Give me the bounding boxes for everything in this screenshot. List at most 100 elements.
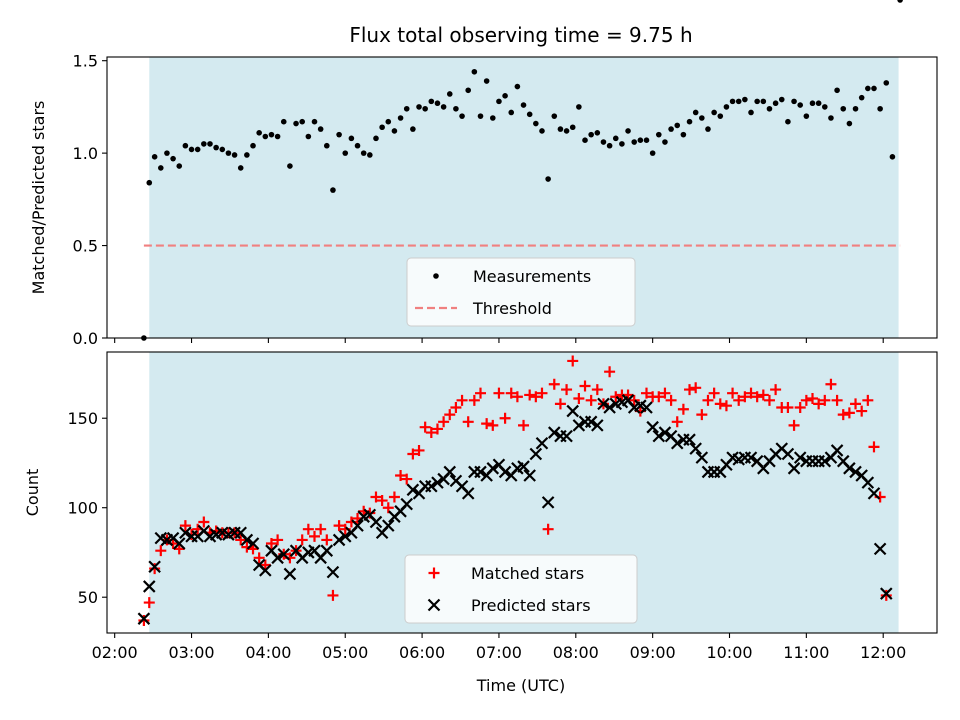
legend: Matched stars Predicted stars [404, 554, 638, 624]
data-point [563, 128, 570, 134]
data-point [493, 387, 505, 399]
data-point [235, 534, 247, 546]
data-point [201, 141, 207, 147]
data-point [379, 124, 385, 131]
data-point [332, 533, 346, 547]
data-point [188, 146, 195, 153]
data-point [410, 126, 416, 132]
data-point [591, 384, 603, 396]
data-point [481, 418, 493, 430]
data-point [413, 444, 425, 456]
data-point [597, 397, 610, 411]
data-point [677, 403, 689, 415]
data-point [659, 387, 671, 399]
data-point [748, 109, 754, 116]
data-point [692, 109, 699, 116]
data-point [873, 542, 887, 556]
data-point [523, 469, 536, 482]
data-point [735, 98, 742, 105]
y-tick-label: 150 [67, 409, 98, 428]
data-point [834, 87, 840, 94]
y-axis-label: Count [23, 469, 42, 517]
data-point [231, 152, 238, 158]
data-point [502, 93, 508, 99]
data-point [327, 589, 339, 601]
data-point [456, 394, 468, 406]
data-point [287, 163, 293, 169]
x-tick-label: 07:00 [476, 643, 522, 662]
data-point [588, 131, 594, 138]
legend-label: Matched stars [471, 564, 584, 583]
data-point [862, 394, 874, 406]
data-point [757, 389, 769, 401]
data-point [259, 559, 271, 571]
data-point [662, 139, 668, 145]
data-point [883, 80, 890, 86]
data-point [487, 419, 499, 431]
series-predicted-stars [138, 395, 893, 625]
data-point [395, 469, 407, 481]
data-point [354, 142, 361, 149]
data-point [868, 441, 880, 453]
data-point [867, 487, 881, 500]
data-point [428, 98, 435, 105]
data-point [370, 491, 382, 503]
data-point [754, 98, 760, 105]
data-point [831, 394, 843, 406]
data-point [818, 454, 832, 468]
data-point [585, 394, 597, 406]
data-point [272, 534, 284, 546]
data-point [336, 131, 342, 138]
data-point [400, 497, 413, 511]
data-point [146, 179, 153, 186]
panel-2: 50 100 150 02:00 03:00 04:00 05:00 06:00 07:00 08… [23, 352, 938, 662]
data-point [708, 387, 720, 399]
data-point [142, 580, 156, 593]
data-point [830, 444, 844, 457]
data-point [684, 384, 696, 396]
data-point [462, 416, 474, 428]
data-point [172, 537, 186, 550]
data-point [483, 78, 490, 84]
data-point [809, 100, 816, 107]
data-point [382, 519, 395, 532]
data-point [807, 393, 818, 405]
data-point [760, 98, 767, 105]
x-tick-label: 06:00 [399, 643, 445, 662]
data-point [511, 391, 523, 403]
data-point [843, 407, 855, 419]
data-point [536, 387, 548, 399]
x-tick-label: 12:00 [860, 643, 906, 662]
data-point [247, 543, 259, 555]
data-point [763, 394, 775, 406]
data-point [194, 146, 201, 153]
data-point [849, 465, 862, 479]
data-point [489, 115, 496, 121]
x-tick-label: 02:00 [92, 643, 138, 662]
data-point [315, 523, 327, 535]
data-point [407, 448, 419, 460]
data-point [271, 551, 284, 565]
data-point [604, 366, 616, 378]
data-point [800, 394, 812, 406]
data-point [465, 87, 472, 94]
data-point [422, 105, 428, 112]
data-point [461, 487, 475, 500]
data-point [280, 118, 287, 125]
data-point [138, 614, 150, 626]
x-tick-label: 10:00 [706, 643, 752, 662]
data-point [486, 462, 500, 475]
data-point [572, 419, 586, 432]
data-point [658, 426, 672, 439]
x-tick-label: 05:00 [322, 643, 368, 662]
data-point [727, 387, 739, 399]
data-point [584, 415, 598, 429]
data-point [225, 150, 232, 156]
data-point [696, 409, 708, 421]
data-point [440, 104, 447, 110]
data-point [674, 122, 681, 129]
data-point [498, 465, 512, 479]
data-point [897, 0, 903, 3]
data-point [714, 398, 726, 410]
